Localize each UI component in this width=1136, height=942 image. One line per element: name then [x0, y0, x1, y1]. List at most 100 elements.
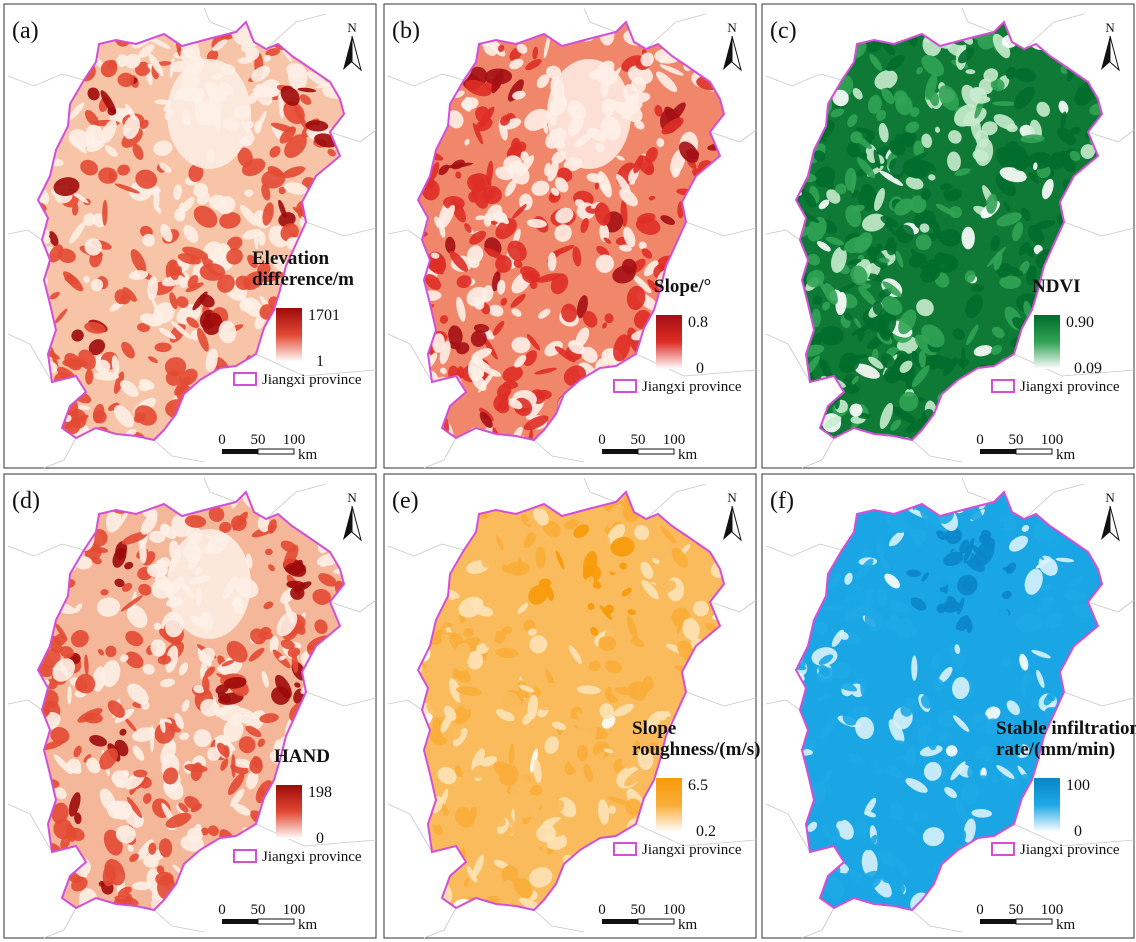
svg-text:0: 0	[598, 902, 606, 918]
svg-text:100: 100	[1041, 432, 1064, 448]
svg-text:N: N	[727, 20, 737, 35]
legend-title: NDVI	[1032, 276, 1081, 297]
legend-color-ramp	[1034, 778, 1060, 832]
raster-layer	[418, 22, 724, 440]
legend-min-value: 1	[316, 353, 324, 370]
panel-label: (b)	[392, 18, 420, 44]
province-boundary	[794, 20, 1104, 442]
svg-text:100: 100	[1041, 902, 1064, 918]
panel-label: (a)	[12, 18, 39, 44]
legend-color-ramp	[276, 785, 302, 839]
legend-min-value: 0.09	[1074, 360, 1102, 377]
province-boundary	[36, 490, 346, 912]
svg-text:km: km	[1056, 917, 1076, 933]
svg-text:N: N	[1105, 490, 1115, 505]
panel-label: (d)	[12, 488, 40, 514]
svg-text:km: km	[1056, 447, 1076, 463]
svg-text:100: 100	[283, 432, 306, 448]
legend-min-value: 0.2	[696, 823, 716, 840]
neighbour-boundaries	[7, 477, 377, 939]
svg-text:km: km	[298, 917, 318, 933]
svg-text:0: 0	[218, 432, 226, 448]
legend-boundary-swatch	[233, 849, 257, 863]
svg-text:km: km	[678, 917, 698, 933]
legend-title: rate/(mm/min)	[996, 739, 1115, 760]
neighbour-boundaries	[387, 7, 757, 469]
svg-text:km: km	[678, 447, 698, 463]
legend-boundary-swatch	[991, 842, 1015, 856]
province-boundary	[416, 490, 726, 912]
legend-color-ramp	[1034, 315, 1060, 369]
legend-max-value: 198	[308, 784, 332, 801]
legend-boundary-label: Jiangxi province	[262, 372, 362, 388]
north-arrow-icon: N	[343, 490, 362, 542]
legend-title: roughness/(m/s)	[632, 739, 760, 760]
legend-color-ramp	[656, 315, 682, 369]
legend-boundary-swatch	[613, 379, 637, 393]
svg-text:50: 50	[1009, 432, 1024, 448]
svg-text:0: 0	[598, 432, 606, 448]
province-boundary	[794, 490, 1104, 912]
legend-max-value: 0.8	[688, 314, 708, 331]
legend-boundary-label: Jiangxi province	[642, 379, 742, 395]
svg-text:km: km	[298, 447, 318, 463]
neighbour-boundaries	[387, 477, 757, 939]
legend-max-value: 100	[1066, 777, 1090, 794]
legend-title: Slope/°	[654, 276, 711, 297]
svg-text:0: 0	[976, 902, 984, 918]
legend-boundary-swatch	[991, 379, 1015, 393]
legend-title: difference/m	[252, 269, 354, 290]
legend-boundary-swatch	[233, 372, 257, 386]
svg-text:50: 50	[251, 902, 266, 918]
legend-min-value: 0	[316, 830, 324, 847]
svg-text:0: 0	[218, 902, 226, 918]
legend-boundary-label: Jiangxi province	[1020, 842, 1120, 858]
legend-boundary-label: Jiangxi province	[1020, 379, 1120, 395]
legend-color-ramp	[276, 308, 302, 362]
legend-max-value: 1701	[308, 307, 340, 324]
legend-max-value: 0.90	[1066, 314, 1094, 331]
north-arrow-icon: N	[723, 20, 742, 72]
svg-text:50: 50	[631, 902, 646, 918]
svg-text:100: 100	[283, 902, 306, 918]
neighbour-boundaries	[7, 7, 377, 469]
province-boundary	[36, 20, 346, 442]
svg-text:50: 50	[631, 432, 646, 448]
neighbour-boundaries	[765, 7, 1135, 469]
svg-text:100: 100	[663, 902, 686, 918]
svg-text:50: 50	[251, 432, 266, 448]
north-arrow-icon: N	[1101, 20, 1120, 72]
legend-boundary-swatch	[613, 842, 637, 856]
svg-text:N: N	[1105, 20, 1115, 35]
legend-title: Slope	[632, 718, 676, 739]
svg-text:N: N	[347, 20, 357, 35]
north-arrow-icon: N	[1101, 490, 1120, 542]
north-arrow-icon: N	[723, 490, 742, 542]
legend-boundary-label: Jiangxi province	[262, 849, 362, 865]
svg-text:N: N	[727, 490, 737, 505]
svg-text:N: N	[347, 490, 357, 505]
panel-label: (e)	[392, 488, 419, 514]
svg-text:0: 0	[976, 432, 984, 448]
neighbour-boundaries	[765, 477, 1135, 939]
legend-min-value: 0	[1074, 823, 1082, 840]
north-arrow-icon: N	[343, 20, 362, 72]
legend-min-value: 0	[696, 360, 704, 377]
legend-title: Stable infiltration	[996, 718, 1136, 739]
legend-max-value: 6.5	[688, 777, 708, 794]
legend-title: HAND	[274, 746, 330, 767]
svg-text:100: 100	[663, 432, 686, 448]
province-boundary	[416, 20, 726, 442]
